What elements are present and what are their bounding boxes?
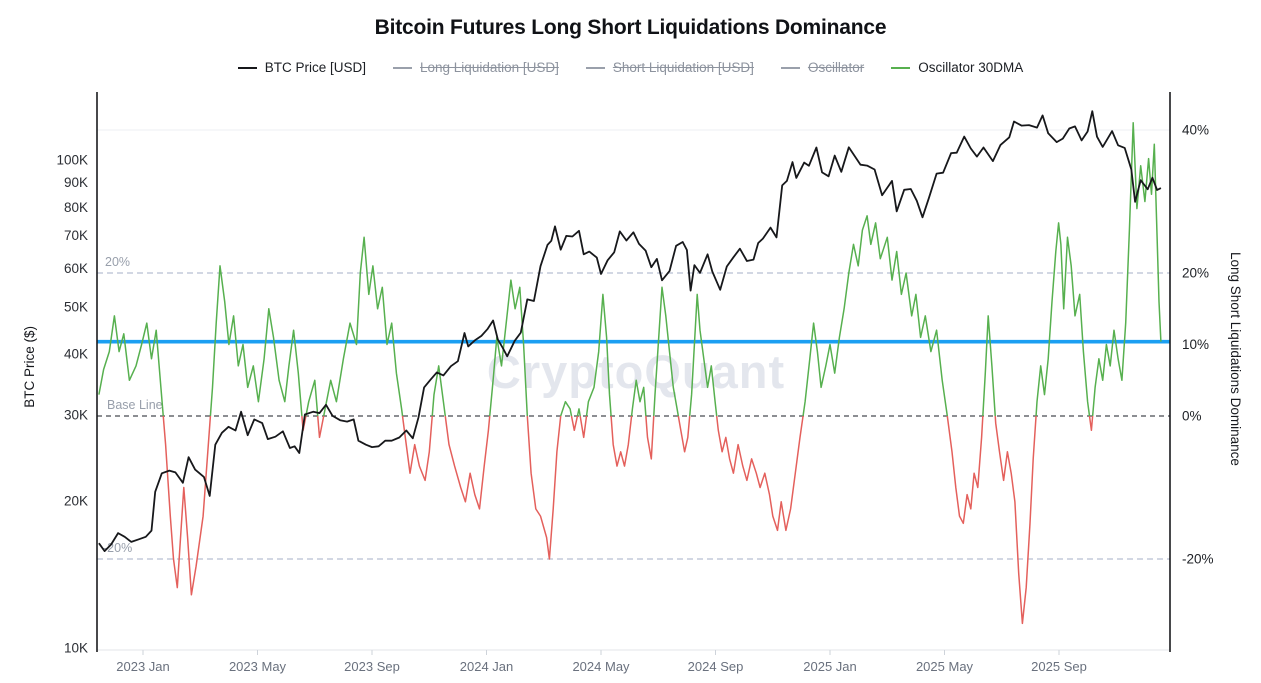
x-tick-label: 2023 Jan: [116, 659, 170, 674]
right-axis-title: Long Short Liquidations Dominance: [1228, 252, 1243, 466]
left-axis-tick-label: 40K: [64, 347, 88, 362]
legend-swatch-long-liquidation: [393, 66, 413, 69]
left-axis-tick-label: 70K: [64, 228, 88, 243]
legend-label-oscillator: Oscillator: [807, 60, 865, 75]
legend: BTC Price [USD] Long Liquidation [USD] S…: [0, 60, 1261, 75]
left-axis-tick-label: 80K: [64, 200, 88, 215]
legend-label-oscillator-30dma: Oscillator 30DMA: [918, 60, 1024, 75]
oscillator-30dma-line-positive: [98, 122, 1162, 416]
left-axis-tick-label: 100K: [56, 153, 88, 168]
legend-item-oscillator-30dma[interactable]: Oscillator 30DMA: [891, 60, 1023, 75]
legend-swatch-oscillator: [780, 66, 800, 69]
x-tick-label: 2024 Sep: [688, 659, 744, 674]
x-tick-label: 2025 Jan: [803, 659, 857, 674]
right-axis-tick-label: 40%: [1182, 123, 1209, 138]
left-axis-tick-label: 20K: [64, 494, 88, 509]
x-tick-label: 2024 Jan: [460, 659, 514, 674]
legend-item-long-liquidation[interactable]: Long Liquidation [USD]: [393, 60, 559, 75]
cryptoquant-watermark: CryptoQuant: [487, 345, 785, 398]
oscillator-30dma-line-negative: [162, 416, 1094, 625]
legend-swatch-oscillator-30dma: [891, 66, 911, 69]
right-axis-tick-label: -20%: [1182, 552, 1214, 567]
left-axis-tick-label: 10K: [64, 641, 88, 656]
btc-price-line: [98, 110, 1162, 552]
legend-label-btc-price: BTC Price [USD]: [264, 60, 367, 75]
x-tick-label: 2024 May: [572, 659, 630, 674]
legend-label-short-liquidation: Short Liquidation [USD]: [612, 60, 754, 75]
legend-label-long-liquidation: Long Liquidation [USD]: [420, 60, 559, 75]
ref-label-baseline: Base Line: [107, 398, 163, 412]
legend-item-short-liquidation[interactable]: Short Liquidation [USD]: [585, 60, 754, 75]
x-tick-label: 2023 Sep: [344, 659, 400, 674]
x-tick-label: 2025 May: [916, 659, 974, 674]
legend-item-btc-price[interactable]: BTC Price [USD]: [237, 60, 367, 75]
right-axis-tick-label: 20%: [1182, 266, 1209, 281]
right-axis-tick-label: 10%: [1182, 337, 1209, 352]
legend-item-oscillator[interactable]: Oscillator: [780, 60, 865, 75]
x-tick-label: 2025 Sep: [1031, 659, 1087, 674]
left-axis-tick-label: 30K: [64, 408, 88, 423]
ref-label-20pct: 20%: [105, 255, 131, 269]
x-tick-label: 2023 May: [229, 659, 287, 674]
left-axis-tick-label: 90K: [64, 175, 88, 190]
left-axis-tick-label: 50K: [64, 299, 88, 314]
left-axis-tick-label: 60K: [64, 261, 88, 276]
chart-title: Bitcoin Futures Long Short Liquidations …: [374, 16, 887, 39]
legend-swatch-short-liquidation: [585, 66, 605, 69]
right-axis-tick-label: 0%: [1182, 409, 1202, 424]
legend-swatch-btc-price: [237, 66, 257, 69]
